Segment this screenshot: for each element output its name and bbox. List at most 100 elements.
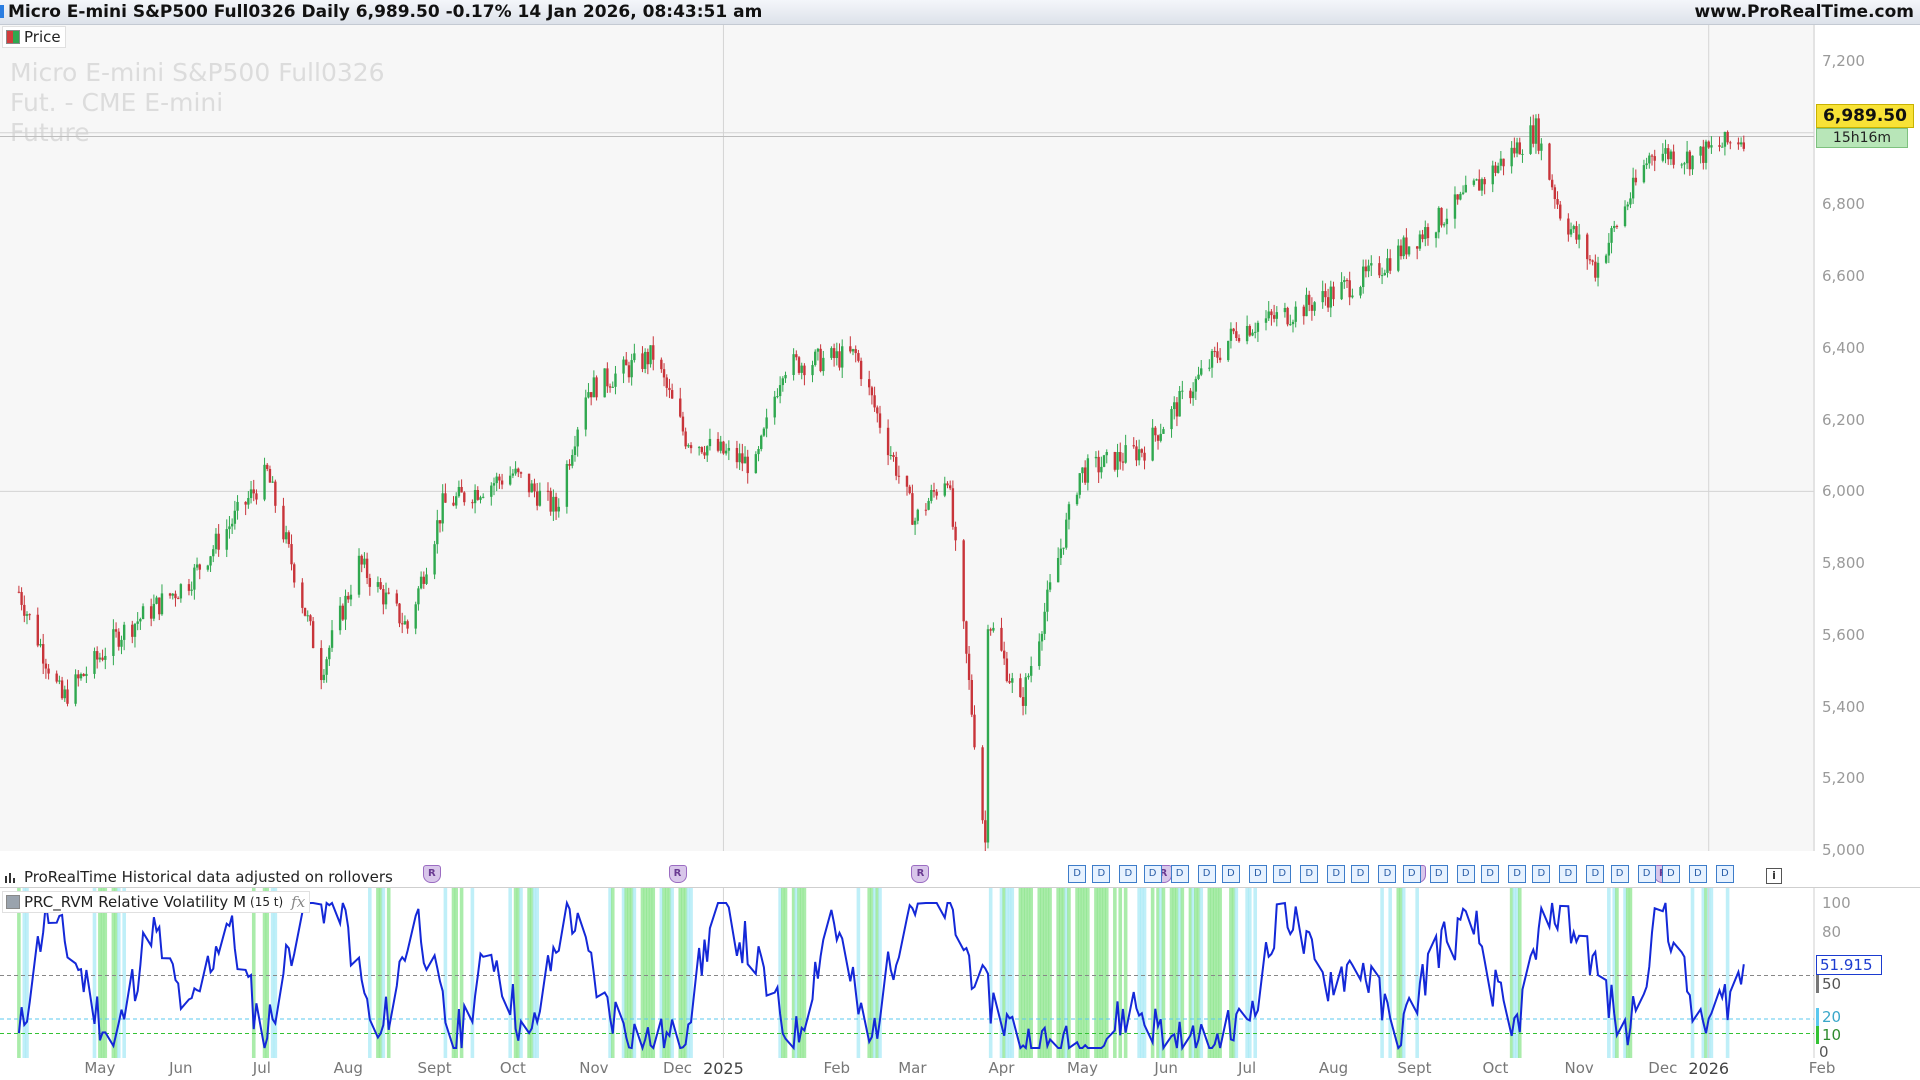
rvm-indicator-chart[interactable] <box>0 888 1920 1058</box>
event-marker[interactable]: D <box>1143 865 1162 883</box>
mid-vol-band <box>1415 888 1419 1058</box>
candle-body <box>954 526 957 541</box>
candle-body <box>584 397 587 430</box>
rollover-marker[interactable]: R <box>668 865 687 883</box>
time-axis-label: Jul <box>1238 1059 1257 1077</box>
low-vol-band <box>513 888 518 1058</box>
event-marker[interactable]: D <box>1327 865 1346 883</box>
event-marker[interactable]: D <box>1248 865 1267 883</box>
fx-icon[interactable]: fx <box>291 893 306 911</box>
candle-body <box>1027 675 1030 678</box>
low-vol-band <box>640 888 645 1058</box>
candle-body <box>625 359 628 366</box>
candle-body <box>401 623 404 625</box>
site-link[interactable]: www.ProRealTime.com <box>1694 2 1914 22</box>
event-marker[interactable]: D <box>1456 865 1475 883</box>
event-marker[interactable]: D <box>1559 865 1578 883</box>
event-marker[interactable]: D <box>1610 865 1629 883</box>
candle-body <box>1380 275 1384 277</box>
candle-body <box>535 491 539 506</box>
event-marker[interactable]: D <box>1402 865 1421 883</box>
candle-body <box>495 476 498 484</box>
price-y-tick: 5,400 <box>1822 697 1865 716</box>
candle-body <box>1178 390 1181 417</box>
event-marker[interactable]: D <box>1508 865 1527 883</box>
mid-vol-band <box>608 888 612 1058</box>
candle-body <box>1367 265 1370 272</box>
event-marker[interactable]: D <box>1119 865 1138 883</box>
candle-body <box>814 351 817 366</box>
mid-vol-band <box>621 888 626 1058</box>
event-marker[interactable]: D <box>1197 865 1216 883</box>
event-marker[interactable]: D <box>1637 865 1656 883</box>
candle-body <box>284 532 288 540</box>
event-marker[interactable]: D <box>1092 865 1111 883</box>
candle-body <box>1194 378 1198 392</box>
event-marker[interactable]: D <box>1715 865 1734 883</box>
candle-body <box>500 480 504 485</box>
candle-body <box>217 533 220 550</box>
candle-body <box>1105 452 1108 456</box>
time-axis-label: Mar <box>898 1059 927 1077</box>
event-marker[interactable]: D <box>1273 865 1292 883</box>
candle-body <box>1351 295 1354 298</box>
candle-body <box>679 398 682 417</box>
mid-vol-band <box>670 888 674 1058</box>
candle-body <box>660 359 663 370</box>
candle-body <box>519 472 523 474</box>
candle-body <box>1596 262 1600 278</box>
candle-body <box>382 589 385 605</box>
candle-body <box>1642 165 1646 183</box>
candle-body <box>1529 125 1532 154</box>
candle-body <box>206 565 210 570</box>
candle-body <box>274 481 277 506</box>
event-marker[interactable]: D <box>1170 865 1189 883</box>
low-vol-band <box>111 888 116 1058</box>
mid-vol-band <box>1191 888 1195 1058</box>
event-marker[interactable]: D <box>1221 865 1240 883</box>
candle-body <box>1210 351 1214 368</box>
candle-body <box>989 629 992 631</box>
event-marker[interactable]: D <box>1378 865 1397 883</box>
indicator-color-swatch <box>6 895 20 909</box>
candle-body <box>452 502 455 506</box>
candle-body <box>328 647 331 660</box>
panel-separator[interactable] <box>0 887 1920 888</box>
price-chart[interactable] <box>0 25 1920 851</box>
mid-vol-band <box>1607 888 1611 1058</box>
candle-body <box>303 607 307 616</box>
event-marker[interactable]: D <box>1661 865 1680 883</box>
mid-vol-band <box>988 888 993 1058</box>
event-marker[interactable]: D <box>1532 865 1551 883</box>
candle-body <box>627 365 631 378</box>
candle-body <box>1399 245 1403 257</box>
rollover-marker[interactable]: R <box>422 865 441 883</box>
candle-body <box>508 475 512 485</box>
candle-body <box>1683 163 1686 165</box>
level-0-badge: 0 <box>1819 1043 1829 1061</box>
time-axis[interactable]: May Jun Jul Aug Sept Oct Nov Dec 2025 Feb Mar Apr Ma… <box>0 1058 1920 1080</box>
candle-body <box>1613 225 1616 229</box>
event-marker[interactable]: D <box>1300 865 1319 883</box>
event-marker[interactable]: D <box>1481 865 1500 883</box>
price-legend[interactable]: Price <box>2 26 66 48</box>
event-marker[interactable]: D <box>1688 865 1707 883</box>
candle-body <box>970 680 973 715</box>
price-y-tick: 6,000 <box>1822 482 1865 501</box>
info-icon[interactable]: i <box>1766 868 1782 884</box>
candle-body <box>176 598 180 600</box>
candle-body <box>1556 199 1559 205</box>
candle-body <box>1310 304 1314 311</box>
event-marker[interactable]: D <box>1586 865 1605 883</box>
candle-body <box>565 463 569 507</box>
candle-body <box>1272 315 1276 319</box>
event-marker[interactable]: D <box>1429 865 1448 883</box>
event-marker[interactable]: D <box>1351 865 1370 883</box>
indicator-legend[interactable]: PRC_RVM Relative Volatility M (15 t) fx <box>2 891 311 913</box>
candle-body <box>1113 452 1117 470</box>
rollover-marker[interactable]: R <box>911 865 930 883</box>
event-marker[interactable]: D <box>1068 865 1087 883</box>
candle-body <box>587 392 590 398</box>
candle-body <box>1078 473 1081 495</box>
candle-body <box>1232 328 1235 332</box>
